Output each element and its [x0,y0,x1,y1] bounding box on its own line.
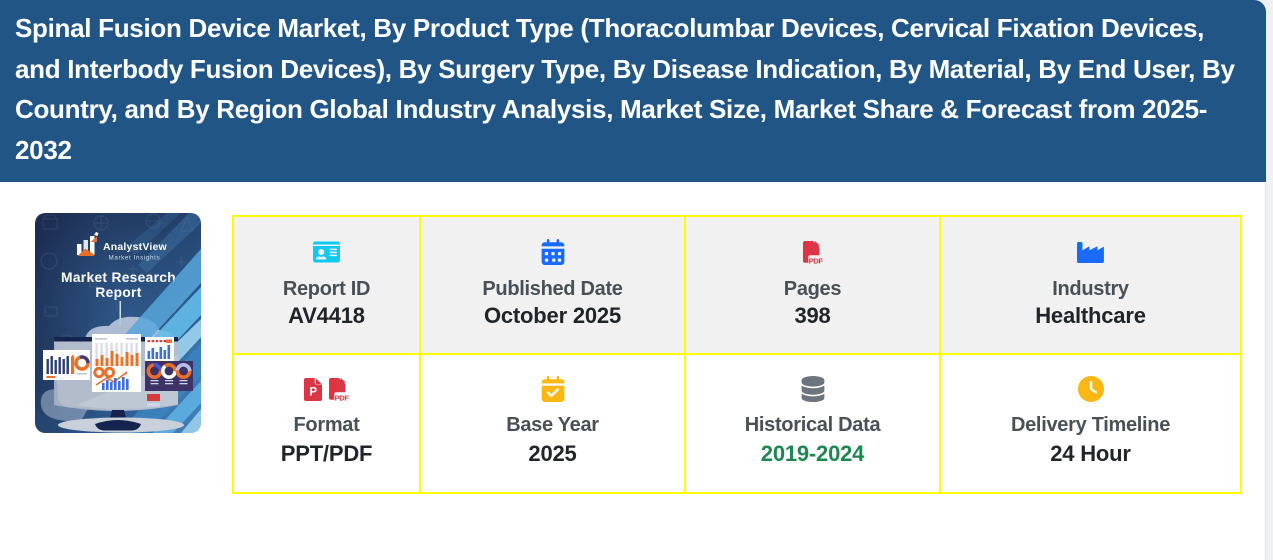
svg-text:PDF: PDF [335,393,349,401]
svg-text:PDF: PDF [808,256,822,264]
svg-text:AnalystView: AnalystView [103,241,167,253]
svg-text:P: P [309,386,317,398]
svg-text:Market Research: Market Research [61,270,176,285]
svg-text:Report: Report [95,285,141,300]
svg-text:Market Insights: Market Insights [109,255,161,262]
